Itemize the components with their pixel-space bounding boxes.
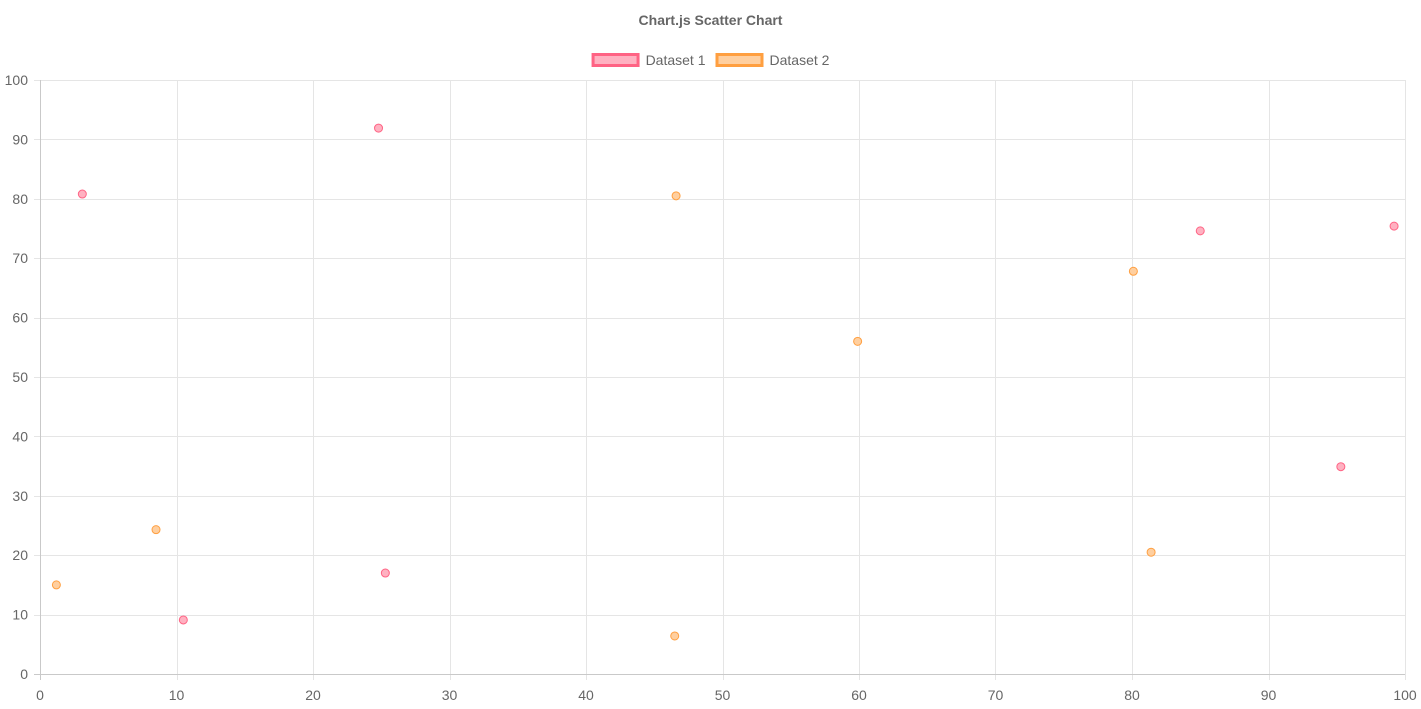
x-tick-label: 0	[36, 687, 44, 703]
data-point[interactable]	[1389, 221, 1399, 231]
data-point[interactable]	[380, 568, 390, 578]
data-point[interactable]	[670, 631, 680, 641]
legend-swatch	[715, 53, 764, 67]
y-tick-label: 0	[20, 666, 28, 682]
x-tick-label: 100	[1393, 687, 1417, 703]
axes	[34, 80, 1405, 680]
x-tick-label: 80	[1124, 687, 1140, 703]
data-point[interactable]	[671, 191, 681, 201]
x-axis-ticks: 0 10 20 30 40 50 60 70 80 90 100	[36, 687, 1417, 703]
data-point[interactable]	[1128, 266, 1138, 276]
legend-item-dataset-1[interactable]: Dataset 1	[591, 52, 706, 68]
data-point[interactable]	[51, 580, 61, 590]
x-tick-label: 10	[169, 687, 185, 703]
data-point[interactable]	[853, 336, 863, 346]
x-tick-label: 90	[1261, 687, 1277, 703]
data-point[interactable]	[151, 525, 161, 535]
series-dataset-1	[77, 123, 1399, 625]
x-tick-label: 20	[305, 687, 321, 703]
y-tick-label: 30	[12, 488, 28, 504]
x-tick-label: 40	[578, 687, 594, 703]
x-tick-label: 70	[988, 687, 1004, 703]
legend-swatch	[591, 53, 640, 67]
data-point[interactable]	[1336, 462, 1346, 472]
legend-label: Dataset 2	[770, 52, 830, 68]
data-points	[51, 123, 1399, 641]
y-tick-label: 90	[12, 131, 28, 147]
data-point[interactable]	[1195, 226, 1205, 236]
legend: Dataset 1 Dataset 2	[591, 52, 830, 68]
y-tick-label: 100	[5, 72, 29, 88]
legend-item-dataset-2[interactable]: Dataset 2	[715, 52, 830, 68]
y-tick-label: 40	[12, 428, 28, 444]
x-tick-label: 50	[715, 687, 731, 703]
y-tick-label: 70	[12, 250, 28, 266]
x-tick-label: 30	[442, 687, 458, 703]
legend-label: Dataset 1	[646, 52, 706, 68]
y-tick-label: 50	[12, 369, 28, 385]
data-point[interactable]	[77, 189, 87, 199]
chart-title: Chart.js Scatter Chart	[639, 12, 783, 28]
y-tick-label: 60	[12, 310, 28, 326]
grid	[34, 80, 1406, 680]
y-tick-label: 10	[12, 607, 28, 623]
y-axis-ticks: 0 10 20 30 40 50 60 70 80 90 100	[5, 72, 29, 682]
x-tick-label: 60	[851, 687, 867, 703]
series-dataset-2	[51, 191, 1156, 641]
y-tick-label: 80	[12, 191, 28, 207]
data-point[interactable]	[178, 615, 188, 625]
y-tick-label: 20	[12, 547, 28, 563]
data-point[interactable]	[1146, 547, 1156, 557]
data-point[interactable]	[374, 123, 384, 133]
